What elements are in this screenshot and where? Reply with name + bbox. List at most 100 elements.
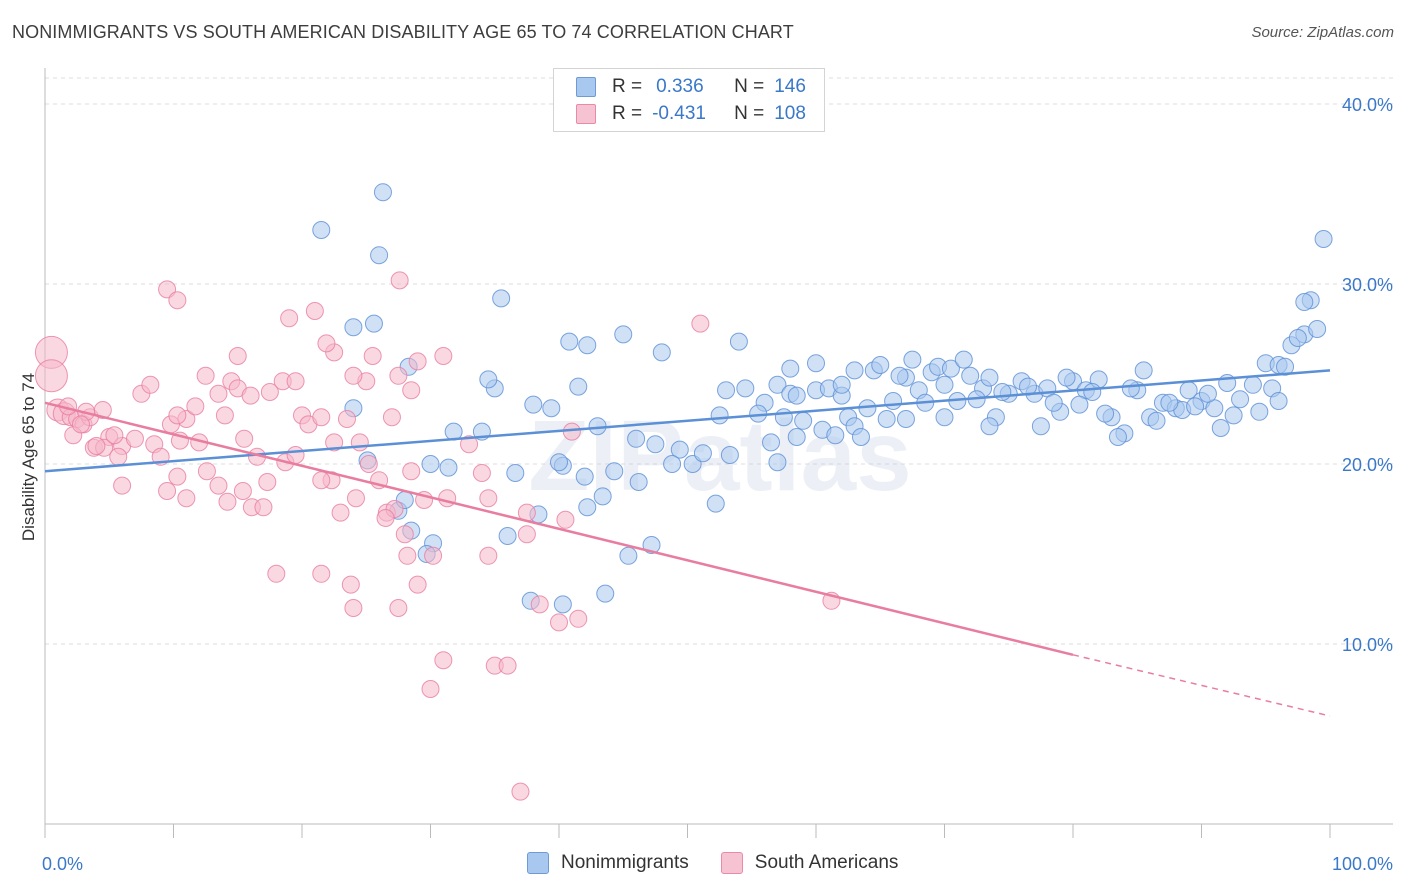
data-point (141, 375, 160, 394)
data-point (373, 183, 392, 202)
x-tick-label: 100.0% (1332, 854, 1393, 874)
data-point (460, 435, 479, 454)
data-point (646, 435, 665, 454)
data-point (109, 447, 128, 466)
stats-legend: R = 0.336 N = 146 R = -0.431 N = 108 (553, 68, 825, 132)
data-point (280, 309, 299, 328)
series-legend: Nonimmigrants South Americans (527, 852, 930, 874)
data-point (1295, 293, 1314, 311)
data-point (1224, 406, 1243, 425)
data-point (71, 415, 90, 434)
data-point (845, 361, 864, 380)
tick-labels: 10.0% 20.0% 30.0% 40.0% 0.0% 100.0% (42, 95, 1393, 874)
data-point (941, 359, 960, 378)
data-point (125, 429, 144, 448)
y-axis-label: Disability Age 65 to 74 (19, 373, 38, 541)
data-point (1269, 392, 1288, 410)
data-point (359, 455, 378, 473)
legend-item-nonimmigrants[interactable]: Nonimmigrants (527, 852, 689, 874)
data-point (424, 546, 443, 565)
data-point (619, 546, 638, 565)
data-point (439, 458, 458, 477)
data-point (781, 359, 800, 378)
r-value: 0.336 (656, 76, 704, 97)
data-point (215, 406, 234, 425)
series-south-americans-points (34, 271, 841, 801)
trend-line-south-americans (44, 401, 1074, 657)
data-point (389, 366, 408, 385)
n-value: 108 (774, 103, 806, 124)
data-point (350, 433, 369, 452)
data-point (774, 408, 793, 427)
data-point (267, 564, 286, 583)
data-point (896, 410, 915, 428)
data-point (228, 347, 247, 365)
data-point (258, 473, 277, 491)
data-point (980, 417, 999, 436)
data-point (1031, 417, 1050, 436)
data-point (550, 453, 568, 472)
source-label: Source: ZipAtlas.com (1251, 24, 1394, 41)
data-point (389, 599, 408, 617)
data-point (961, 366, 980, 385)
data-point (596, 584, 615, 603)
data-point (196, 366, 215, 385)
data-point (341, 575, 360, 594)
r-value: -0.431 (652, 103, 706, 124)
data-point (421, 680, 440, 698)
data-point (168, 467, 187, 486)
data-point (652, 343, 671, 362)
data-point (768, 453, 787, 472)
data-point (890, 366, 909, 385)
data-point (1160, 393, 1179, 412)
data-point (241, 386, 260, 405)
data-point (1134, 361, 1153, 380)
data-point (1186, 397, 1205, 416)
data-point (260, 383, 279, 401)
data-point (720, 446, 739, 464)
y-tick-label: 20.0% (1342, 455, 1393, 475)
data-point (762, 433, 781, 452)
data-point (479, 489, 498, 508)
data-point (1044, 393, 1063, 412)
data-point (218, 492, 237, 511)
data-point (1276, 357, 1295, 376)
y-tick-label: 10.0% (1342, 635, 1393, 655)
data-point (562, 422, 581, 441)
data-point (312, 471, 331, 490)
y-tick-label: 40.0% (1342, 95, 1393, 115)
data-point (209, 476, 228, 495)
data-point (209, 384, 228, 403)
data-point (614, 325, 633, 344)
data-point (794, 411, 813, 430)
data-point (286, 372, 305, 391)
data-point (1250, 402, 1269, 421)
data-point (542, 399, 561, 418)
data-point (560, 332, 579, 351)
trend-line-extension (1072, 654, 1331, 717)
data-point (1314, 230, 1333, 248)
legend-label-south-americans: South Americans (754, 852, 899, 873)
data-point (787, 428, 806, 446)
n-value: 146 (774, 76, 806, 97)
legend-item-south-americans[interactable]: South Americans (720, 852, 899, 874)
data-point (511, 782, 530, 801)
data-point (1108, 428, 1127, 446)
data-point (550, 613, 568, 632)
data-point (402, 381, 421, 400)
data-point (177, 489, 196, 508)
data-point (627, 429, 646, 448)
data-point (408, 352, 427, 371)
data-point (398, 546, 417, 565)
series-nonimmigrants-points (312, 183, 1333, 614)
data-point (312, 221, 331, 239)
data-point (479, 546, 498, 565)
data-point (670, 440, 689, 459)
data-point (980, 368, 999, 387)
data-point (105, 426, 124, 445)
data-point (312, 564, 331, 583)
data-point (331, 503, 350, 522)
trend-lines (44, 369, 1331, 717)
data-point (605, 462, 624, 481)
